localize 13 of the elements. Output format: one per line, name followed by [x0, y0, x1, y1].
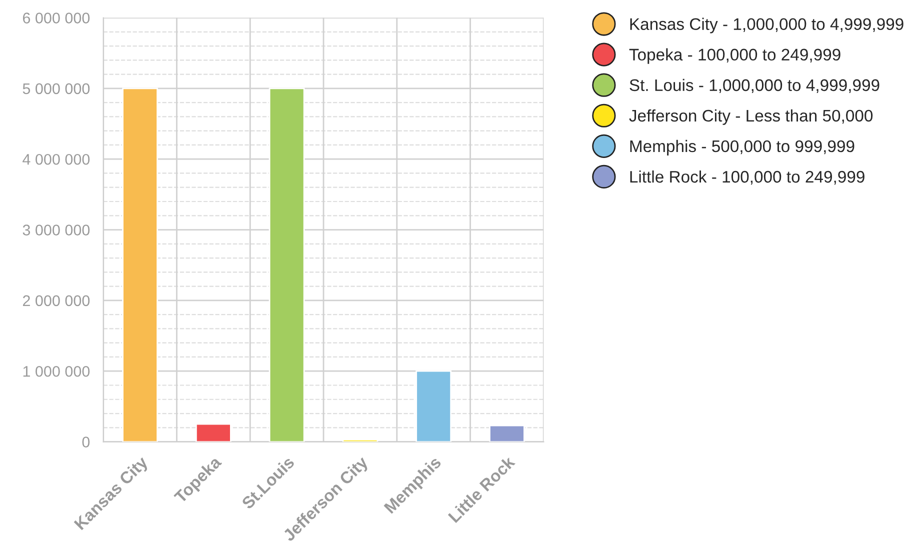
y-tick-label: 5 000 000: [22, 83, 90, 94]
legend-label: Jefferson City - Less than 50,000: [629, 109, 873, 125]
legend-label: Little Rock - 100,000 to 249,999: [630, 170, 864, 185]
y-tick-label: 0: [82, 436, 90, 448]
legend-label: Topeka - 100,000 to 249,999: [629, 48, 840, 64]
legend-label: St. Louis - 1,000,000 to 4,999,999: [630, 78, 880, 94]
y-tick-label: 2 000 000: [22, 295, 90, 306]
legend-label: Kansas City - 1,000,000 to 4,999,999: [630, 18, 904, 34]
legend-label: Memphis - 500,000 to 999,999: [630, 140, 854, 156]
y-tick-label: 3 000 000: [22, 224, 90, 236]
y-tick-label: 6 000 000: [23, 12, 90, 24]
y-tick-label: 4 000 000: [22, 154, 90, 165]
y-tick-label: 1 000 000: [23, 366, 90, 377]
